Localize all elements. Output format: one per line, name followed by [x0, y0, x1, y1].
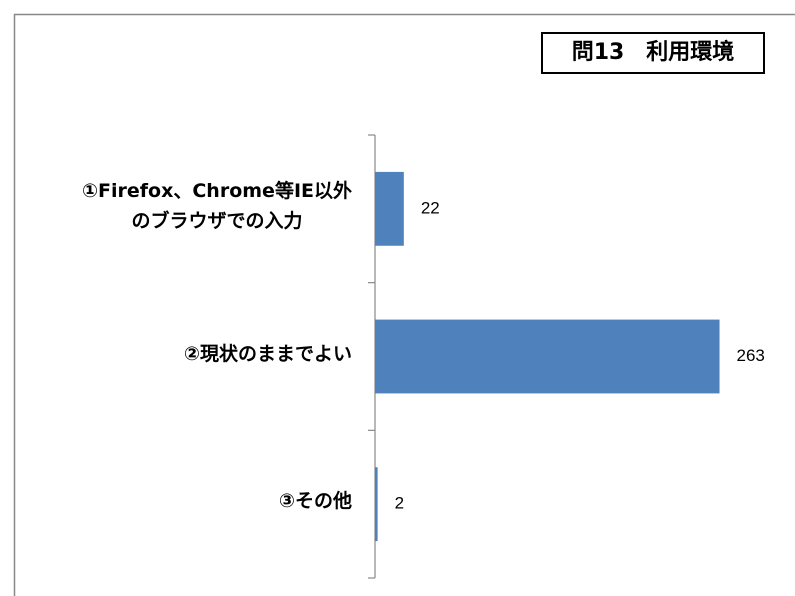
category-label: ①Firefox、Chrome等IE以外 のブラウザでの入力 [81, 179, 352, 232]
frame [13, 13, 795, 596]
chart-title: 問13 利用環境 [541, 32, 765, 74]
bar [375, 319, 720, 394]
category-label: ②現状のままでよい [183, 342, 352, 365]
value-label: 22 [421, 198, 440, 217]
bar [375, 467, 378, 542]
value-label: 2 [395, 494, 404, 513]
value-label: 263 [737, 346, 765, 365]
category-label: ③その他 [278, 490, 352, 513]
bar [375, 171, 404, 246]
